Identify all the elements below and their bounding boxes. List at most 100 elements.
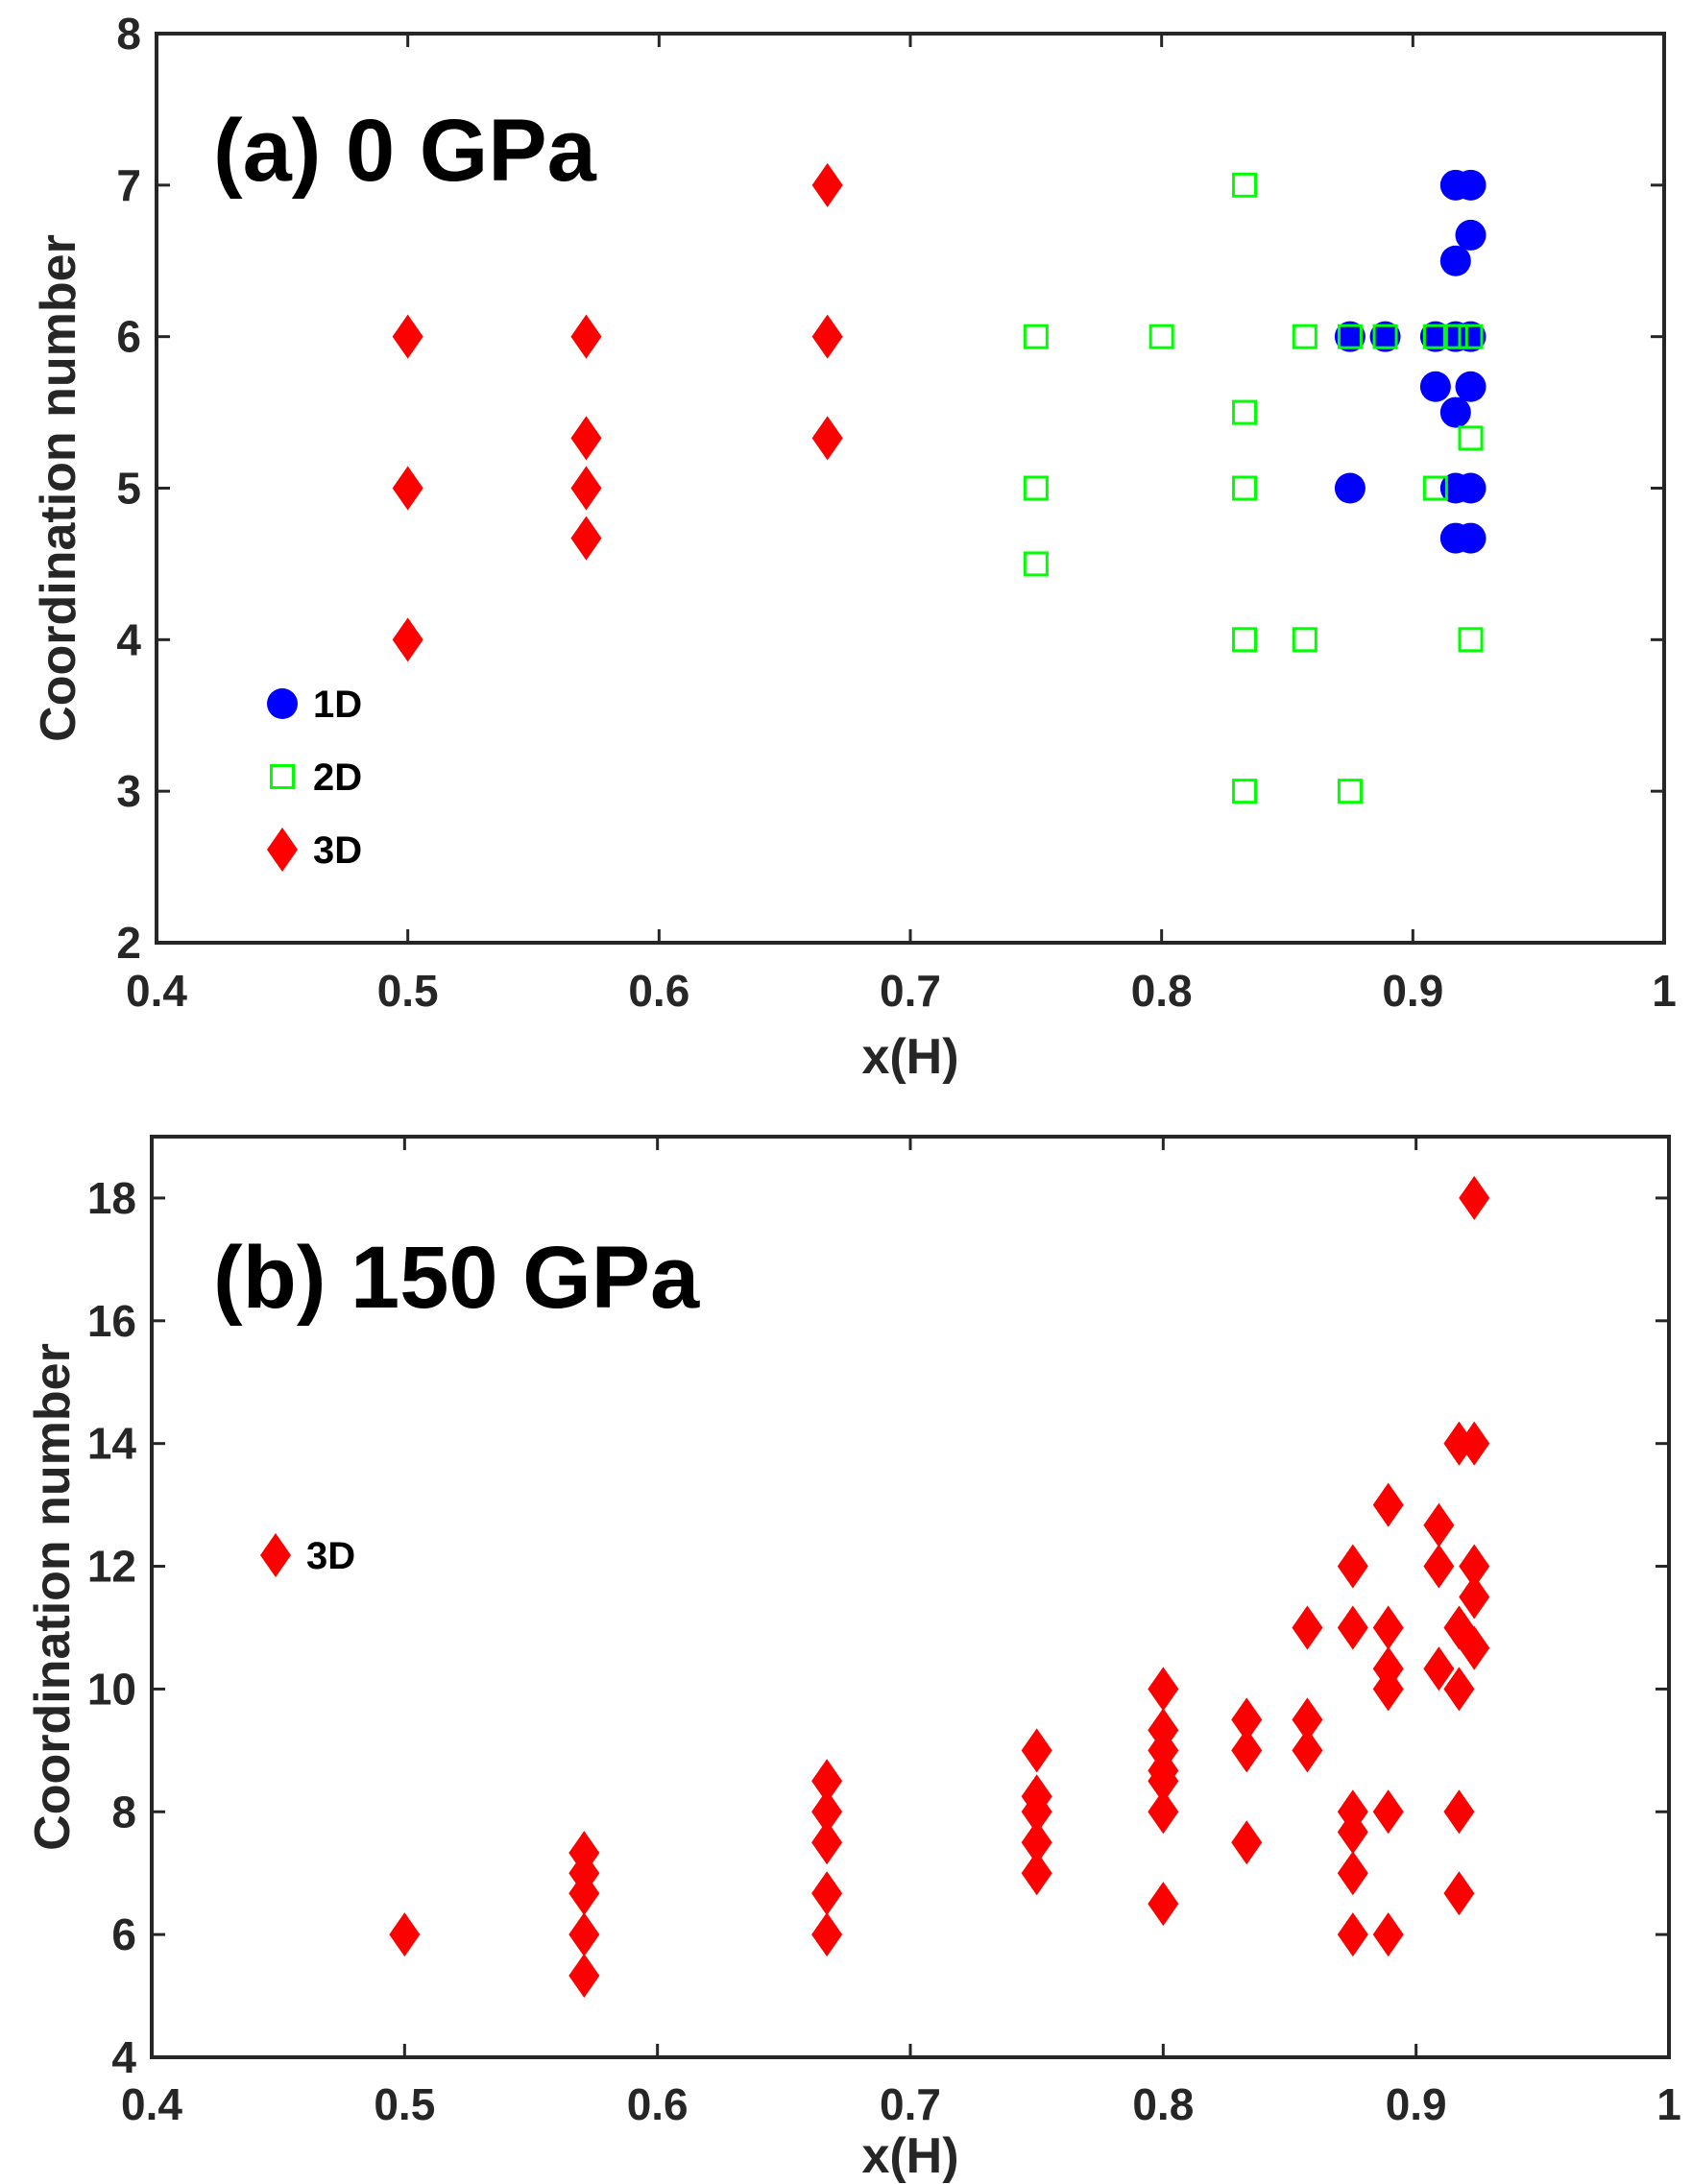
data-point-2D [1232, 627, 1258, 653]
series-1D [1334, 169, 1487, 554]
data-point-3D [1459, 1574, 1490, 1620]
data-point-3D [1372, 1912, 1404, 1957]
data-point-3D [1443, 1871, 1475, 1916]
y-tick-label: 4 [116, 614, 141, 664]
y-tick-label: 18 [87, 1173, 136, 1223]
data-point-3D [568, 1871, 600, 1916]
data-point-2D [1148, 324, 1174, 349]
series-3D [389, 1175, 1490, 1998]
data-point-3D [1292, 1605, 1323, 1650]
data-point-3D [1021, 1851, 1052, 1896]
x-tick-label: 0.6 [627, 2079, 689, 2129]
y-tick-label: 6 [111, 1909, 136, 1959]
data-point-2D [1232, 475, 1258, 501]
legend-label-3D: 3D [313, 829, 362, 872]
data-point-3D [1021, 1789, 1052, 1835]
x-tick-label: 0.6 [628, 966, 689, 1016]
x-axis-title: x(H) [861, 2128, 958, 2184]
y-tick-label: 7 [116, 160, 141, 210]
data-point-3D [1292, 1697, 1323, 1742]
data-point-3D [392, 466, 423, 511]
data-point-3D [811, 416, 843, 461]
data-point-2D [1337, 324, 1363, 349]
series-2D [1023, 172, 1484, 804]
data-point-3D [1423, 1646, 1455, 1692]
x-tick-label: 0.4 [121, 2079, 182, 2129]
data-point-3D [389, 1912, 421, 1957]
data-point-1D [1419, 371, 1451, 402]
x-tick-label: 1 [1656, 2079, 1681, 2129]
x-tick-label: 0.8 [1131, 966, 1193, 1016]
data-point-2D [1292, 324, 1317, 349]
data-point-3D [1148, 1667, 1179, 1712]
y-tick-label: 16 [87, 1296, 136, 1346]
x-tick-label: 0.7 [880, 2079, 941, 2129]
legend: 3D [260, 1533, 355, 1577]
y-tick-label: 14 [87, 1419, 137, 1469]
data-point-2D [1232, 399, 1258, 425]
data-point-3D [1372, 1482, 1404, 1527]
data-point-3D [1423, 1544, 1455, 1589]
legend-label-1D: 1D [313, 684, 362, 726]
data-point-2D [1442, 324, 1468, 349]
legend-marker-3D [260, 1533, 291, 1577]
x-tick-label: 0.4 [126, 966, 187, 1016]
data-point-3D [811, 1912, 843, 1957]
data-point-3D [811, 1871, 843, 1916]
data-point-3D [392, 314, 423, 359]
data-point-3D [570, 416, 602, 461]
y-axis-title: Coordination number [31, 234, 86, 742]
x-tick-label: 0.7 [880, 966, 941, 1016]
data-point-1D [1334, 321, 1366, 352]
data-point-1D [1439, 245, 1471, 276]
y-tick-label: 2 [116, 918, 141, 968]
data-point-3D [811, 1820, 843, 1865]
y-tick-label: 3 [116, 766, 141, 816]
data-point-1D [1439, 396, 1471, 428]
panel-title: (a) 0 GPa [213, 102, 597, 200]
data-point-3D [570, 516, 602, 561]
data-point-1D [1455, 321, 1487, 352]
data-point-1D [1455, 371, 1487, 402]
data-point-2D [1023, 475, 1049, 501]
data-point-1D [1455, 169, 1487, 201]
data-point-3D [1337, 1544, 1368, 1589]
data-point-3D [1337, 1605, 1368, 1650]
data-point-3D [568, 1912, 600, 1957]
x-tick-label: 0.5 [377, 966, 439, 1016]
data-point-3D [811, 1759, 843, 1804]
y-tick-label: 8 [111, 1787, 136, 1836]
data-point-3D [1021, 1728, 1052, 1773]
data-point-3D [811, 162, 843, 207]
legend-label-3D: 3D [306, 1535, 355, 1577]
data-point-2D [1422, 475, 1448, 501]
data-point-3D [1459, 1544, 1490, 1589]
y-tick-label: 8 [116, 9, 141, 59]
data-point-2D [1372, 324, 1398, 349]
legend-marker-1D [267, 688, 298, 719]
data-point-3D [1148, 1789, 1179, 1835]
series-3D [392, 162, 843, 662]
data-point-3D [811, 314, 843, 359]
data-point-3D [1459, 1421, 1490, 1466]
x-tick-label: 0.5 [374, 2079, 435, 2129]
data-point-3D [1292, 1728, 1323, 1773]
data-point-2D [1458, 324, 1484, 349]
x-tick-label: 0.8 [1132, 2079, 1194, 2129]
data-point-1D [1334, 472, 1366, 504]
data-point-3D [1148, 1882, 1179, 1927]
y-tick-label: 4 [111, 2032, 136, 2082]
legend-label-2D: 2D [313, 756, 362, 799]
data-point-3D [1459, 1625, 1490, 1670]
data-point-3D [811, 1789, 843, 1835]
y-tick-label: 6 [116, 312, 141, 362]
legend-marker-3D [267, 828, 298, 872]
data-point-1D [1455, 522, 1487, 554]
y-tick-label: 10 [87, 1664, 136, 1714]
data-point-1D [1455, 472, 1487, 504]
data-point-2D [1422, 324, 1448, 349]
y-tick-label: 12 [87, 1542, 136, 1592]
data-point-2D [1023, 551, 1049, 577]
data-point-2D [1023, 324, 1049, 349]
